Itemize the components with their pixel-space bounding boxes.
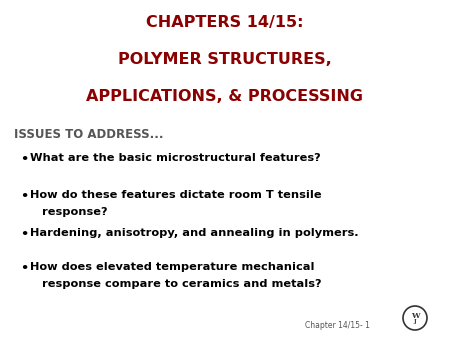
Text: •: • (20, 228, 28, 241)
Text: Chapter 14/15- 1: Chapter 14/15- 1 (305, 321, 370, 330)
Text: J: J (414, 319, 416, 324)
Text: POLYMER STRUCTURES,: POLYMER STRUCTURES, (118, 52, 332, 67)
Text: APPLICATIONS, & PROCESSING: APPLICATIONS, & PROCESSING (86, 89, 364, 104)
Text: CHAPTERS 14/15:: CHAPTERS 14/15: (146, 15, 304, 30)
Text: W: W (411, 312, 419, 320)
Text: How do these features dictate room T tensile: How do these features dictate room T ten… (30, 190, 322, 200)
Text: •: • (20, 190, 28, 203)
Text: What are the basic microstructural features?: What are the basic microstructural featu… (30, 153, 320, 163)
Text: Hardening, anisotropy, and annealing in polymers.: Hardening, anisotropy, and annealing in … (30, 228, 359, 238)
Text: response?: response? (42, 207, 108, 217)
Text: •: • (20, 153, 28, 166)
Text: •: • (20, 262, 28, 275)
Text: How does elevated temperature mechanical: How does elevated temperature mechanical (30, 262, 315, 272)
Text: response compare to ceramics and metals?: response compare to ceramics and metals? (42, 279, 321, 289)
Text: ISSUES TO ADDRESS...: ISSUES TO ADDRESS... (14, 128, 163, 141)
